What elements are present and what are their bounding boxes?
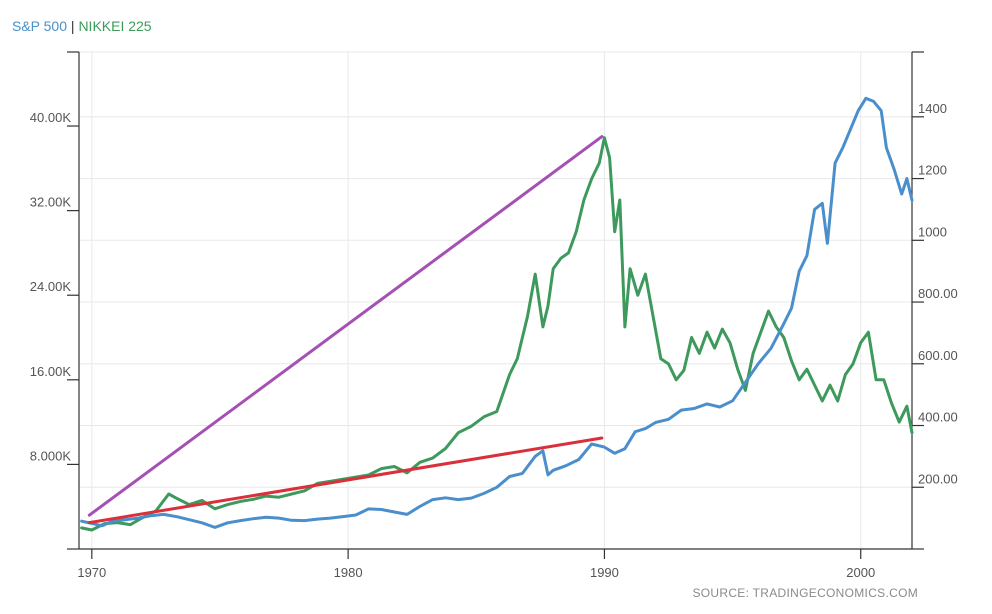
y-left-tick-label: 24.00K [30,279,72,294]
series-lines [80,96,914,532]
trend-line-red [87,436,604,525]
axes [67,51,924,559]
y-left-tick-label: 8.000K [30,448,72,463]
trend-line-purple [87,135,604,517]
y-right-tick-label: 1000 [918,224,947,239]
y-left-tick-label: 32.00K [30,195,72,210]
legend-sp500[interactable]: S&P 500 [12,18,68,34]
y-right-tick-label: 800.00 [918,286,958,301]
legend-nikkei[interactable]: NIKKEI 225 [78,18,152,34]
y-right-tick-label: 400.00 [918,410,958,425]
legend-separator: | [70,18,75,34]
y-left-tick-label: 16.00K [30,364,72,379]
y-right-tick-label: 1200 [918,163,947,178]
y-left-tick-label: 40.00K [30,110,72,125]
grid-lines [79,51,912,549]
x-tick-label: 1980 [334,565,363,580]
x-tick-label: 1970 [77,565,106,580]
x-tick-label: 1990 [590,565,619,580]
tick-labels: 8.000K 16.00K 24.00K 32.00K 40.00K 200.00 400.… [30,101,958,580]
chart-legend: S&P 500 | NIKKEI 225 [12,18,152,34]
y-right-tick-label: 1400 [918,101,947,116]
y-right-tick-label: 200.00 [918,471,958,486]
y-right-tick-label: 600.00 [918,348,958,363]
series-line-nikkei [80,136,914,532]
source-credit: SOURCE: TRADINGECONOMICS.COM [692,586,918,600]
x-tick-label: 2000 [846,565,875,580]
series-line-sp500 [80,96,914,529]
